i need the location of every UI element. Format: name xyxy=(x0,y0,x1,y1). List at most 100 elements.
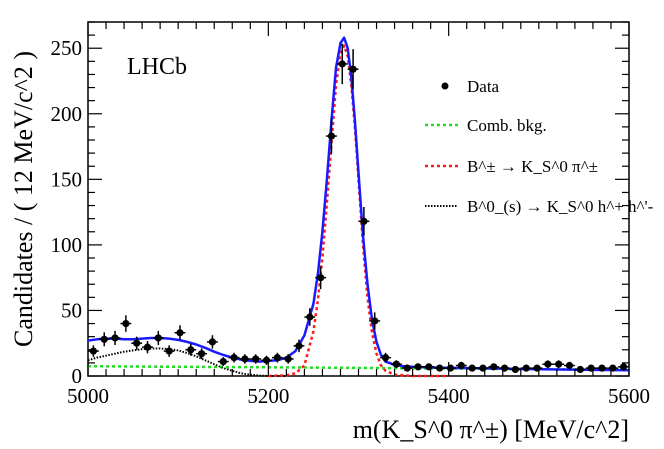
data-point xyxy=(531,364,543,372)
data-marker xyxy=(598,364,606,372)
x-tick-label: 5200 xyxy=(247,384,289,408)
data-marker xyxy=(165,347,173,355)
data-point xyxy=(434,364,446,372)
data-point xyxy=(315,266,327,290)
data-marker xyxy=(500,364,509,372)
data-marker xyxy=(273,354,281,362)
data-point xyxy=(120,315,132,332)
data-point xyxy=(564,361,575,370)
data-points xyxy=(88,43,629,374)
y-axis-title: Candidates / ( 12 MeV/c^2 ) xyxy=(9,51,38,347)
data-marker xyxy=(457,361,465,370)
data-point xyxy=(131,336,143,350)
data-point xyxy=(293,339,305,353)
data-point xyxy=(358,206,370,236)
data-point xyxy=(174,325,186,341)
data-point xyxy=(380,352,391,363)
data-point xyxy=(369,312,381,330)
data-point xyxy=(185,343,197,356)
data-marker xyxy=(468,364,476,372)
data-marker xyxy=(403,364,411,372)
data-marker xyxy=(89,347,98,355)
signal-curve xyxy=(268,44,449,378)
data-marker xyxy=(262,356,271,364)
y-tick-label: 200 xyxy=(51,102,83,126)
data-marker xyxy=(371,317,379,325)
data-marker xyxy=(544,360,552,368)
data-point xyxy=(509,365,521,374)
data-marker xyxy=(187,346,195,354)
data-marker xyxy=(436,364,444,372)
data-point xyxy=(109,330,121,346)
data-marker xyxy=(555,360,563,368)
data-point xyxy=(520,364,532,372)
data-marker xyxy=(219,357,227,366)
data-point xyxy=(261,355,272,365)
data-marker xyxy=(284,355,292,363)
data-marker xyxy=(576,365,584,374)
y-tick-label: 50 xyxy=(61,298,82,322)
data-marker xyxy=(208,338,217,346)
y-tick-label: 0 xyxy=(72,364,83,388)
data-point xyxy=(466,364,478,372)
data-point xyxy=(282,354,294,364)
y-tick-label: 100 xyxy=(51,233,83,257)
data-point xyxy=(347,49,359,90)
data-marker xyxy=(133,339,141,347)
experiment-label: LHCb xyxy=(127,54,187,80)
data-point xyxy=(239,354,251,364)
data-marker xyxy=(619,363,628,371)
data-point xyxy=(596,364,608,372)
y-tick-label: 150 xyxy=(51,167,83,191)
data-marker xyxy=(176,329,184,337)
y-tick-labels: 0 50 100 150 200 250 xyxy=(51,36,83,388)
data-marker xyxy=(317,274,325,282)
data-point xyxy=(336,43,348,85)
legend: Data Comb. bkg. B^± → K_S^0 π^± B^0_(s) … xyxy=(425,77,654,216)
data-marker xyxy=(252,355,260,363)
x-axis-title: m(K_S^0 π^±) [MeV/c^2] xyxy=(353,415,629,444)
data-point xyxy=(401,364,413,372)
x-tick-label: 5000 xyxy=(67,384,109,408)
data-point xyxy=(142,340,153,354)
data-point xyxy=(152,330,164,346)
data-point xyxy=(217,357,229,366)
data-marker xyxy=(587,364,595,372)
data-point xyxy=(228,352,240,363)
data-point xyxy=(499,364,510,372)
data-marker xyxy=(143,343,152,351)
data-marker xyxy=(349,65,357,73)
data-marker xyxy=(609,364,617,372)
legend-data-label: Data xyxy=(467,77,500,96)
data-marker xyxy=(392,360,400,368)
data-marker xyxy=(511,365,519,374)
data-marker xyxy=(446,364,455,372)
data-marker xyxy=(306,313,314,321)
legend-partreco-label: B^0_(s) → K_S^0 h^+ h^'- xyxy=(467,197,654,216)
data-point xyxy=(207,335,218,349)
legend-comb-label: Comb. bkg. xyxy=(467,116,547,135)
data-marker xyxy=(522,364,530,372)
data-point xyxy=(163,345,175,357)
legend-data-marker xyxy=(441,82,449,90)
data-marker xyxy=(100,335,108,343)
data-marker xyxy=(198,350,206,358)
data-marker xyxy=(414,363,422,371)
data-point xyxy=(618,363,629,371)
data-point xyxy=(553,360,565,369)
legend-signal-label: B^± → K_S^0 π^± xyxy=(467,157,598,176)
x-tick-labels: 5000 5200 5400 5600 xyxy=(67,384,650,408)
data-point xyxy=(98,332,110,347)
data-marker xyxy=(533,364,541,372)
data-marker xyxy=(490,363,498,371)
data-point xyxy=(412,363,424,371)
data-marker xyxy=(295,342,303,350)
x-tick-label: 5400 xyxy=(428,384,470,408)
data-point xyxy=(455,361,467,370)
data-point xyxy=(250,354,262,364)
data-marker xyxy=(327,132,336,140)
data-point xyxy=(88,345,99,357)
data-point xyxy=(390,360,402,369)
data-point xyxy=(477,364,489,372)
data-point xyxy=(196,348,208,360)
